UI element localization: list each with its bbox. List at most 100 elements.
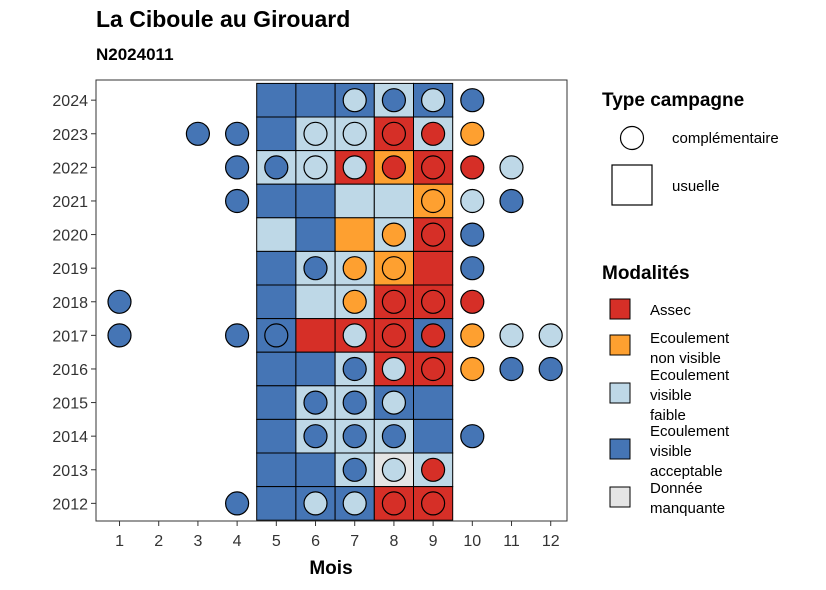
usuelle-cell [256, 217, 297, 252]
complementaire-point [303, 155, 328, 180]
complementaire-point [225, 188, 250, 214]
usuelle-cell [256, 183, 297, 219]
complementaire-point [381, 457, 406, 482]
legend-fill-title: Modalités [602, 263, 690, 284]
complementaire-point [303, 121, 328, 146]
complementaire-point [342, 289, 367, 314]
complementaire-point [342, 121, 367, 146]
y-tick-label: 2023 [52, 127, 88, 144]
legend-label-M: manquante [650, 500, 725, 517]
legend-label-F: faible [650, 407, 686, 424]
complementaire-point [460, 188, 485, 214]
usuelle-cell [256, 284, 297, 320]
complementaire-point [225, 155, 250, 180]
legend-label-complementaire: complémentaire [672, 130, 779, 147]
complementaire-point [342, 155, 367, 180]
legend-label-V: acceptable [650, 463, 723, 480]
complementaire-point [381, 323, 406, 348]
complementaire-point [381, 390, 406, 415]
legend-label-F: Ecoulement [650, 367, 730, 384]
complementaire-point [342, 323, 367, 348]
complementaire-point [225, 323, 250, 348]
legend-key-V [609, 438, 631, 460]
usuelle-cell [295, 183, 336, 219]
complementaire-point [381, 289, 406, 314]
x-axis: 1 2 3 4 5 6 7 8 9 10 11 12 [115, 521, 560, 550]
x-tick-label: 4 [233, 533, 242, 550]
complementaire-point [538, 323, 563, 348]
y-tick-label: 2020 [52, 228, 88, 245]
x-tick-label: 1 [115, 533, 124, 550]
legend-label-N: non visible [650, 350, 721, 367]
complementaire-point [381, 424, 406, 449]
complementaire-point [421, 289, 446, 314]
legend-label-usuelle: usuelle [672, 178, 720, 195]
x-tick-label: 5 [272, 533, 281, 550]
complementaire-point [303, 424, 328, 449]
legend-label-V: visible [650, 443, 692, 460]
usuelle-cell [256, 418, 297, 454]
complementaire-point [303, 390, 328, 415]
legend-label-M: Donnée [650, 480, 703, 497]
x-tick-label: 8 [389, 533, 398, 550]
complementaire-point [460, 222, 485, 247]
complementaire-point [303, 491, 328, 516]
legend-type-campagne: Type campagne complémentaire usuelle [602, 90, 779, 206]
usuelle-cell [295, 351, 336, 387]
complementaire-point [460, 289, 485, 314]
complementaire-point [264, 155, 289, 180]
legend-circle-key [619, 125, 645, 151]
legend-key-F [609, 382, 631, 404]
usuelle-cell [295, 452, 336, 488]
complementaire-point [421, 222, 446, 247]
complementaire-point [342, 491, 367, 516]
x-tick-label: 7 [350, 533, 359, 550]
legend-label-V: Ecoulement [650, 423, 730, 440]
complementaire-point [381, 222, 406, 247]
complementaire-point [185, 121, 210, 146]
y-tick-label: 2013 [52, 463, 88, 480]
legend-square-key [611, 164, 653, 206]
plot-border [95, 79, 568, 522]
y-tick-label: 2015 [52, 396, 88, 413]
complementaire-point [381, 256, 406, 281]
complementaire-point [107, 289, 132, 314]
usuelle-cell [373, 183, 414, 219]
legend-label-A: Assec [650, 302, 691, 319]
complementaire-point [303, 256, 328, 281]
chart-title: La Ciboule au Girouard [96, 6, 351, 32]
complementaire-point [499, 323, 524, 348]
usuelle-cell [295, 284, 336, 320]
complementaire-point [381, 121, 406, 146]
usuelle-cell [295, 217, 336, 252]
x-axis-title: Mois [309, 558, 352, 579]
complementaire-point [499, 155, 524, 180]
legend-shape-title: Type campagne [602, 90, 744, 111]
complementaire-point [499, 356, 524, 382]
x-tick-label: 6 [311, 533, 320, 550]
complementaire-point [421, 188, 446, 214]
complementaire-point [381, 88, 406, 113]
complementaire-point [342, 390, 367, 415]
y-tick-label: 2018 [52, 295, 88, 312]
chart-subtitle: N2024011 [96, 45, 174, 64]
usuelle-cell [334, 183, 375, 219]
x-tick-label: 12 [542, 533, 560, 550]
usuelle-cell [256, 82, 297, 118]
complementaire-point [499, 188, 524, 214]
complementaire-points [107, 88, 563, 516]
complementaire-point [421, 491, 446, 516]
complementaire-point [225, 491, 250, 516]
usuelle-cell [256, 385, 297, 420]
complementaire-point [107, 323, 132, 348]
usuelle-cell [413, 385, 454, 420]
complementaire-point [460, 356, 485, 382]
y-tick-label: 2017 [52, 328, 88, 345]
y-tick-label: 2012 [52, 496, 88, 513]
complementaire-point [460, 323, 485, 348]
usuelle-cell [413, 250, 454, 286]
y-tick-label: 2024 [52, 93, 88, 110]
usuelle-cell [256, 486, 297, 521]
